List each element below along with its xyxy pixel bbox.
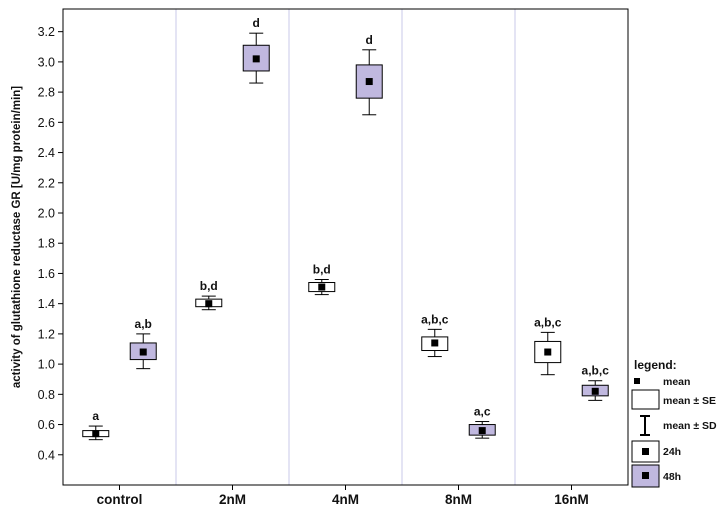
legend-label: mean ± SD	[663, 420, 717, 432]
y-tick-label: 1.4	[38, 297, 55, 311]
mean-marker	[544, 348, 552, 356]
mean-marker	[205, 300, 213, 308]
x-axis: control 2nM 4nM 8nM 16nM	[97, 485, 589, 507]
significance-label: b,d	[200, 279, 218, 293]
legend: legend: mean mean ± SE mean ± SD 24h 48h	[631, 358, 717, 488]
legend-label: mean ± SE	[663, 395, 716, 407]
y-tick-label: 2.4	[38, 146, 55, 160]
legend-24h-mean-marker	[642, 448, 649, 455]
y-tick-label: 1.6	[38, 267, 55, 281]
series-layer: a b,d b,d a,b,c a,b,c a,b d d a,c a,b,c	[82, 16, 610, 441]
significance-label: d	[366, 33, 373, 47]
x-tick-label: 4nM	[332, 492, 359, 507]
significance-label: a	[92, 409, 99, 423]
y-tick-label: 1.0	[38, 358, 55, 372]
y-tick-label: 1.2	[38, 327, 55, 341]
mean-marker	[139, 348, 147, 356]
significance-label: a,c	[474, 405, 491, 419]
significance-label: a,b,c	[582, 364, 610, 378]
significance-label: a,b	[135, 317, 152, 331]
legend-se-swatch	[631, 389, 660, 410]
y-tick-label: 2.8	[38, 86, 55, 100]
significance-label: d	[253, 16, 260, 30]
y-tick-label: 0.8	[38, 388, 55, 402]
series-48h: a,b d d a,c a,b,c	[129, 16, 610, 439]
legend-label: 48h	[663, 471, 681, 483]
mean-marker	[365, 78, 373, 86]
y-tick-label: 3.2	[38, 25, 55, 39]
y-tick-label: 0.4	[38, 448, 55, 462]
y-tick-label: 2.2	[38, 176, 55, 190]
significance-label: b,d	[313, 262, 331, 276]
y-axis: 0.4 0.6 0.8 1.0 1.2 1.4 1.6 1.8 2.0 2.2 2.4 2.6 2.8 3…	[38, 25, 63, 462]
mean-marker	[252, 55, 260, 63]
x-tick-label: control	[97, 492, 143, 507]
y-tick-label: 0.6	[38, 418, 55, 432]
x-tick-label: 16nM	[554, 492, 589, 507]
legend-label: mean	[663, 376, 690, 388]
legend-48h-mean-marker	[642, 472, 649, 479]
legend-label: 24h	[663, 446, 681, 458]
y-tick-label: 3.0	[38, 55, 55, 69]
mean-marker	[431, 339, 439, 347]
mean-marker	[478, 427, 486, 435]
y-tick-label: 2.6	[38, 116, 55, 130]
mean-marker	[318, 283, 326, 291]
y-tick-label: 2.0	[38, 207, 55, 221]
x-tick-label: 2nM	[219, 492, 246, 507]
y-axis-label: activity of glutathione reductase GR [U/…	[11, 86, 23, 388]
y-tick-label: 1.8	[38, 237, 55, 251]
series-24h: a b,d b,d a,b,c a,b,c	[82, 262, 562, 441]
legend-title: legend:	[634, 358, 677, 372]
significance-label: a,b,c	[421, 312, 449, 326]
significance-label: a,b,c	[534, 315, 562, 329]
mean-marker	[92, 430, 100, 438]
mean-marker	[591, 387, 599, 395]
x-tick-label: 8nM	[445, 492, 472, 507]
legend-mean-swatch	[634, 378, 640, 384]
grid-layer	[175, 9, 516, 485]
